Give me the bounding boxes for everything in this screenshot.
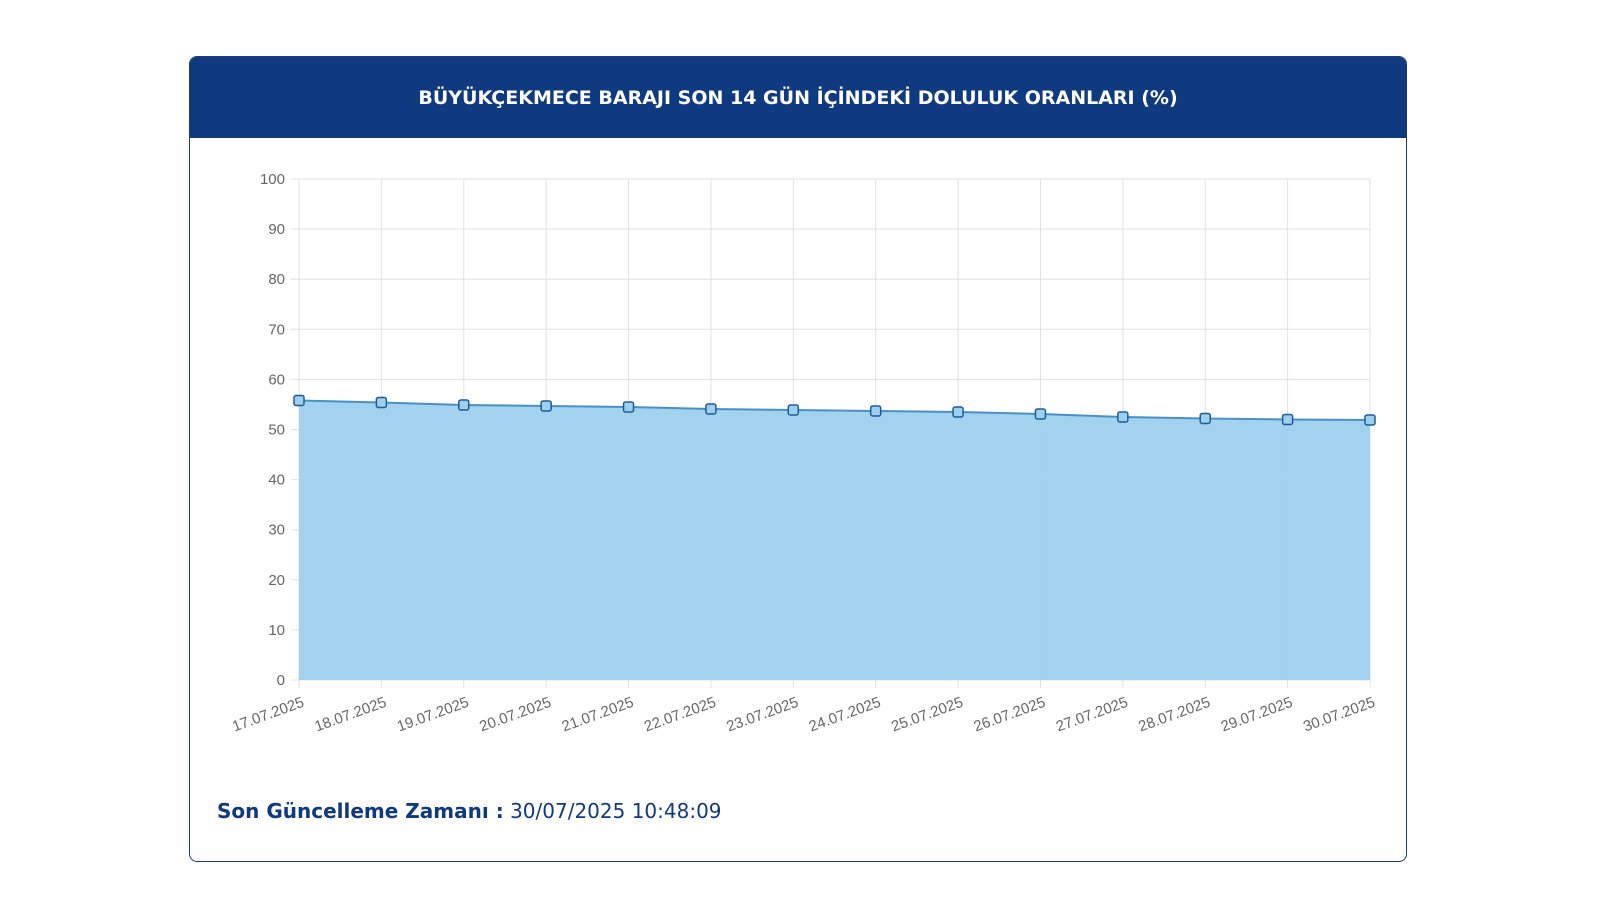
x-tick-label: 21.07.2025	[560, 694, 636, 736]
y-tick-label: 50	[268, 422, 285, 439]
y-tick-label: 80	[268, 271, 285, 288]
marker	[458, 399, 470, 411]
x-tick-label: 28.07.2025	[1136, 694, 1212, 736]
x-tick-label: 23.07.2025	[724, 694, 800, 736]
x-tick-label: 29.07.2025	[1219, 694, 1295, 736]
x-tick-label: 19.07.2025	[395, 694, 471, 736]
marker	[869, 405, 882, 417]
marker	[622, 401, 635, 413]
marker	[705, 403, 717, 415]
y-tick-label: 70	[268, 321, 285, 338]
x-tick-label: 18.07.2025	[312, 694, 388, 736]
y-tick-label: 0	[277, 672, 285, 689]
update-value: 30/07/2025 10:48:09	[510, 799, 722, 823]
chart-title: BÜYÜKÇEKMECE BARAJI SON 14 GÜN İÇİNDEKİ …	[190, 57, 1406, 138]
marker	[952, 406, 964, 418]
marker	[1364, 414, 1376, 426]
x-tick-label: 25.07.2025	[889, 694, 965, 736]
marker	[1199, 412, 1211, 425]
marker	[1117, 411, 1129, 423]
y-tick-label: 100	[260, 171, 285, 188]
x-tick-label: 30.07.2025	[1301, 694, 1377, 736]
card: BÜYÜKÇEKMECE BARAJI SON 14 GÜN İÇİNDEKİ …	[189, 56, 1407, 862]
footer: Son Güncelleme Zamanı : 30/07/2025 10:48…	[217, 799, 722, 823]
y-tick-label: 10	[268, 622, 285, 639]
y-tick-label: 60	[268, 371, 285, 388]
y-tick-label: 40	[268, 472, 285, 489]
x-tick-label: 20.07.2025	[477, 694, 553, 736]
y-tick-label: 30	[268, 522, 285, 539]
marker	[1034, 408, 1047, 420]
marker	[540, 400, 552, 412]
marker	[375, 396, 388, 409]
update-label: Son Güncelleme Zamanı :	[217, 799, 504, 823]
marker	[293, 394, 305, 407]
x-tick-label: 22.07.2025	[642, 694, 718, 736]
marker	[1281, 413, 1294, 426]
line	[298, 399, 1371, 421]
x-tick-label: 27.07.2025	[1054, 694, 1130, 736]
x-tick-label: 26.07.2025	[971, 694, 1047, 736]
area	[299, 400, 1370, 680]
y-tick-label: 90	[268, 221, 285, 238]
x-tick-label: 17.07.2025	[230, 694, 306, 736]
x-tick-label: 24.07.2025	[807, 694, 883, 736]
y-tick-label: 20	[268, 572, 285, 589]
marker	[787, 404, 800, 416]
